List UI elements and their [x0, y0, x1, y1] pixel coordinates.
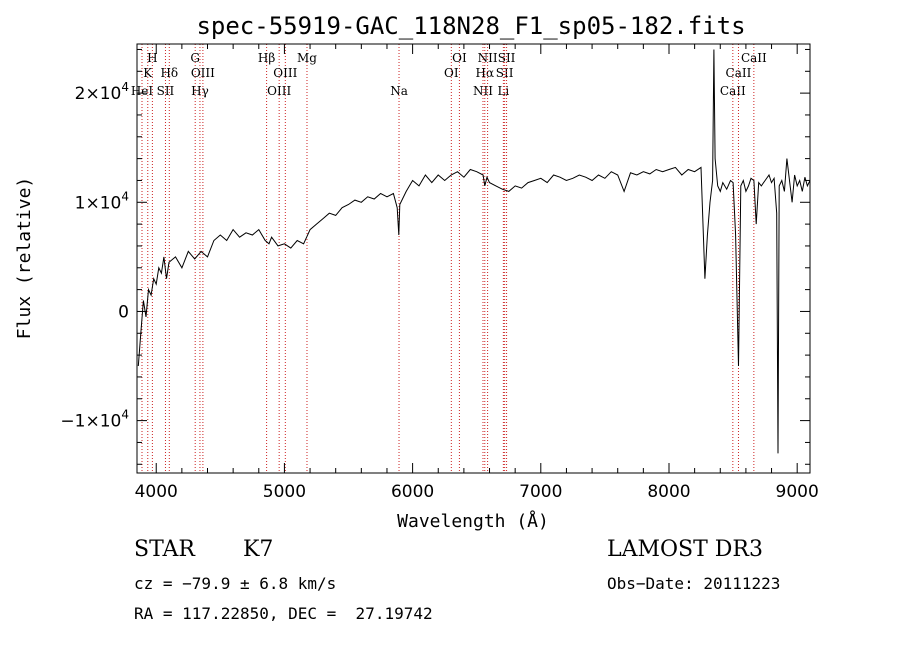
marker-label: OIII	[273, 66, 297, 80]
emission-line-markers: HeIKHSIIHδGHγOIIIHβOIIIOIIIMgNaOIOINIIHα…	[131, 44, 767, 473]
y-tick-label: 2×104	[75, 80, 129, 104]
marker-label: H	[147, 51, 157, 65]
marker-label: G	[190, 51, 200, 65]
marker-label: NII	[478, 51, 498, 65]
x-tick-label: 8000	[647, 482, 690, 502]
redshift-velocity: cz = −79.9 ± 6.8 km/s	[134, 574, 337, 593]
marker-label: OIII	[191, 66, 215, 80]
axis-ticks: 4000 5000 6000 7000 8000 9000 −1×104 0 1×104 2×10…	[60, 44, 819, 502]
spectrum-line	[137, 49, 811, 454]
marker-label: OIII	[267, 84, 291, 98]
marker-label: CaII	[726, 66, 752, 80]
x-tick-label: 9000	[776, 482, 819, 502]
marker-label: K	[143, 66, 153, 80]
marker-label: SII	[496, 66, 514, 80]
marker-label: OI	[452, 51, 467, 65]
marker-label: Hβ	[258, 51, 275, 65]
marker-label: HeI	[131, 84, 154, 98]
y-tick-label: −1×104	[60, 408, 129, 432]
y-tick-label: 0	[118, 302, 129, 322]
marker-label: NII	[473, 84, 493, 98]
marker-label: Mg	[297, 51, 317, 65]
y-tick-label: 1×104	[75, 189, 129, 213]
marker-label: SII	[498, 51, 516, 65]
marker-label: SII	[157, 84, 175, 98]
plot-frame	[136, 43, 811, 474]
marker-label: Hγ	[191, 84, 209, 98]
x-tick-label: 7000	[519, 482, 562, 502]
marker-label: CaII	[720, 84, 746, 98]
x-tick-label: 6000	[391, 482, 434, 502]
marker-label: OI	[444, 66, 459, 80]
marker-label: Hα	[475, 66, 494, 80]
observation-date: Obs−Date: 20111223	[607, 574, 781, 593]
survey-name: LAMOST DR3	[607, 537, 763, 562]
x-axis-label: Wavelength (Å)	[397, 510, 549, 532]
marker-label: CaII	[741, 51, 767, 65]
object-subclass: K7	[243, 537, 274, 562]
x-tick-label: 5000	[263, 482, 306, 502]
object-class: STAR	[134, 537, 195, 562]
x-tick-label: 4000	[135, 482, 178, 502]
marker-label: Na	[390, 84, 408, 98]
sky-coordinates: RA = 117.22850, DEC = 27.19742	[134, 604, 433, 623]
chart-title: spec-55919-GAC_118N28_F1_sp05-182.fits	[196, 12, 745, 40]
y-axis-label: Flux (relative)	[14, 177, 35, 340]
marker-label: Li	[497, 84, 509, 98]
marker-label: Hδ	[160, 66, 178, 80]
